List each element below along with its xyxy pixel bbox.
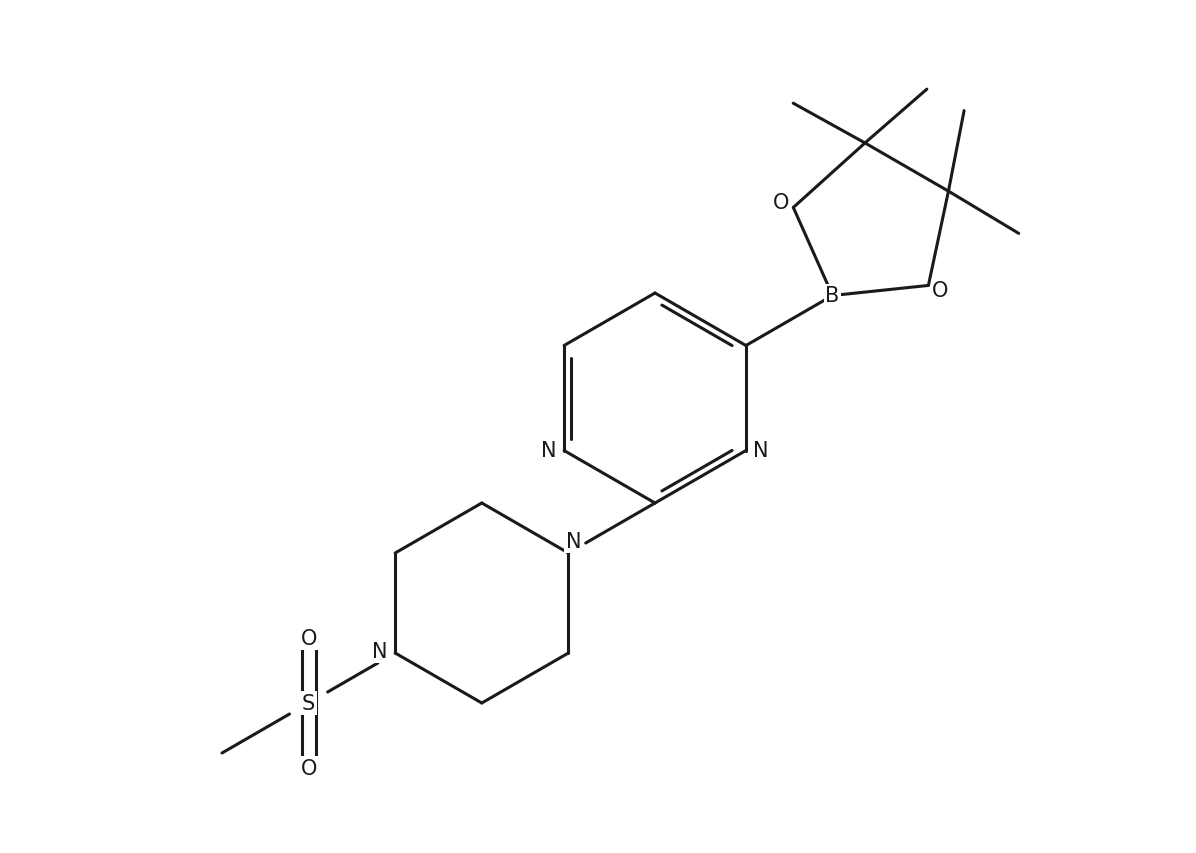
- Text: N: N: [566, 531, 581, 551]
- Text: O: O: [773, 194, 789, 213]
- Text: N: N: [542, 441, 557, 461]
- Text: B: B: [825, 286, 840, 306]
- Text: N: N: [372, 641, 388, 661]
- Text: O: O: [300, 758, 317, 778]
- Text: N: N: [753, 441, 769, 461]
- Text: S: S: [301, 693, 316, 713]
- Text: O: O: [300, 629, 317, 648]
- Text: O: O: [932, 281, 948, 301]
